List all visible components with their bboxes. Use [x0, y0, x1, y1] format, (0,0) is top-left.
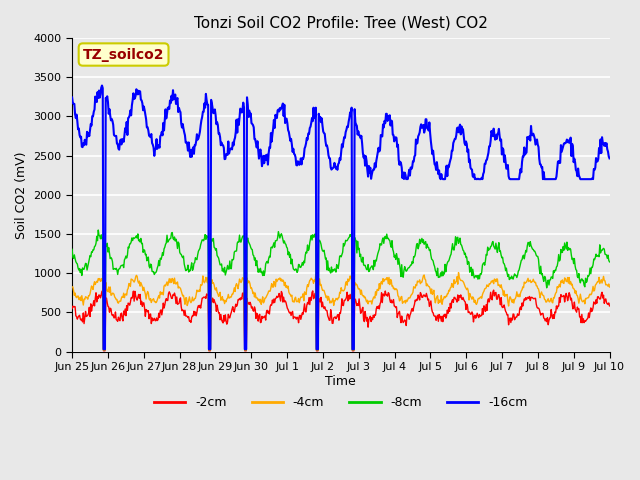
- X-axis label: Time: Time: [325, 375, 356, 388]
- Title: Tonzi Soil CO2 Profile: Tree (West) CO2: Tonzi Soil CO2 Profile: Tree (West) CO2: [194, 15, 488, 30]
- Y-axis label: Soil CO2 (mV): Soil CO2 (mV): [15, 151, 28, 239]
- Text: TZ_soilco2: TZ_soilco2: [83, 48, 164, 61]
- Legend: -2cm, -4cm, -8cm, -16cm: -2cm, -4cm, -8cm, -16cm: [148, 391, 532, 414]
